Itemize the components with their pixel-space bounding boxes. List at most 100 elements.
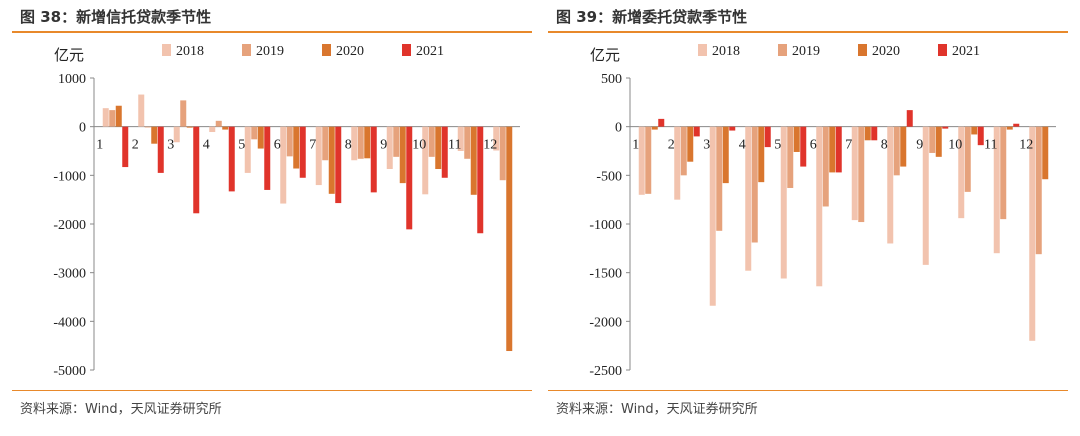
bar-2018-8 bbox=[351, 126, 358, 161]
x-tick-label-1: 1 bbox=[96, 138, 103, 153]
x-tick-label-1: 1 bbox=[632, 138, 639, 153]
bar-2018-7 bbox=[315, 126, 322, 186]
legend-swatch-2020 bbox=[858, 44, 867, 56]
x-tick-label-11: 11 bbox=[984, 138, 997, 153]
y-tick-label: -1500 bbox=[589, 267, 622, 282]
source-divider bbox=[12, 390, 532, 391]
bar-2020-11 bbox=[470, 126, 477, 195]
bar-2018-4 bbox=[209, 126, 216, 133]
legend-swatch-2019 bbox=[242, 44, 251, 56]
figure-title: 图 39：新增委托贷款季节性 bbox=[556, 8, 748, 26]
bar-2020-5 bbox=[257, 126, 264, 149]
bar-2018-8 bbox=[887, 126, 894, 244]
y-tick-label: -4000 bbox=[53, 315, 86, 330]
source-note: 资料来源：Wind，天风证券研究所 bbox=[20, 402, 222, 417]
legend-label-2021: 2021 bbox=[416, 44, 444, 59]
bar-2021-4 bbox=[228, 126, 235, 192]
x-tick-label-5: 5 bbox=[774, 138, 781, 153]
source-note: 资料来源：Wind，天风证券研究所 bbox=[556, 402, 758, 417]
bar-2020-4 bbox=[222, 126, 229, 130]
bar-2019-12 bbox=[499, 126, 506, 181]
bar-2020-8 bbox=[900, 126, 907, 167]
bar-2018-10 bbox=[958, 126, 965, 219]
bar-2019-6 bbox=[286, 126, 293, 157]
bar-2019-9 bbox=[929, 126, 936, 153]
bar-2021-10 bbox=[977, 126, 984, 146]
legend-label-2018: 2018 bbox=[712, 44, 740, 59]
y-tick-label: -2000 bbox=[589, 315, 622, 330]
bar-2019-2 bbox=[680, 126, 687, 176]
legend-swatch-2018 bbox=[698, 44, 707, 56]
figure-title: 图 38：新增信托贷款季节性 bbox=[20, 8, 212, 26]
bar-2019-4 bbox=[215, 120, 222, 127]
bar-2019-5 bbox=[787, 126, 794, 188]
entrusted-loans-chart: 500 0 -500 -1000 -1500 -2000 -2500 亿元 2018 2019 20… bbox=[589, 44, 1056, 379]
bar-2018-6 bbox=[280, 126, 287, 204]
bar-2018-3 bbox=[173, 126, 180, 143]
x-tick-label-4: 4 bbox=[739, 138, 746, 153]
y-unit-label: 亿元 bbox=[590, 46, 620, 64]
chart-panel-trust-loans: 图 38：新增信托贷款季节性 1000 0 -1000 -2000 -3000 -4000… bbox=[12, 0, 532, 436]
bar-2020-10 bbox=[435, 126, 442, 170]
bar-2018-12 bbox=[1029, 126, 1036, 341]
source-divider bbox=[548, 390, 1068, 391]
bar-2019-7 bbox=[858, 126, 865, 223]
bar-2019-1 bbox=[109, 110, 116, 127]
bar-2018-3 bbox=[709, 126, 716, 306]
x-tick-label-11: 11 bbox=[448, 138, 461, 153]
bar-2021-11 bbox=[477, 126, 484, 234]
bar-2019-11 bbox=[1000, 126, 1007, 220]
bar-2019-7 bbox=[322, 126, 329, 161]
bar-2019-5 bbox=[251, 126, 258, 140]
x-tick-label-8: 8 bbox=[881, 138, 888, 153]
bar-2020-10 bbox=[971, 126, 978, 135]
y-tick-label: 1000 bbox=[58, 72, 86, 87]
bar-2021-10 bbox=[441, 126, 448, 178]
bar-2018-1 bbox=[638, 126, 645, 195]
title-divider bbox=[548, 31, 1068, 33]
bar-2021-8 bbox=[906, 110, 913, 127]
bar-2020-12 bbox=[1042, 126, 1049, 180]
bar-2019-10 bbox=[964, 126, 971, 192]
bar-2019-3 bbox=[716, 126, 723, 231]
bar-2018-11 bbox=[457, 126, 464, 151]
bar-2020-3 bbox=[186, 126, 193, 128]
bar-2021-5 bbox=[264, 126, 271, 190]
x-tick-label-6: 6 bbox=[274, 138, 281, 153]
y-tick-label: -1000 bbox=[589, 218, 622, 233]
y-tick-label: 0 bbox=[615, 121, 622, 136]
x-tick-label-10: 10 bbox=[948, 138, 962, 153]
legend-swatch-2021 bbox=[402, 44, 411, 56]
x-tick-label-9: 9 bbox=[380, 138, 387, 153]
bar-2020-6 bbox=[829, 126, 836, 173]
x-tick-label-6: 6 bbox=[810, 138, 817, 153]
bar-2019-11 bbox=[464, 126, 471, 159]
legend-swatch-2019 bbox=[778, 44, 787, 56]
y-tick-label: -500 bbox=[596, 169, 622, 184]
bar-2020-1 bbox=[115, 105, 122, 127]
legend-label-2021: 2021 bbox=[952, 44, 980, 59]
chart-panel-entrusted-loans: 图 39：新增委托贷款季节性 500 0 -500 -1000 -1500 -2000 -2… bbox=[548, 0, 1068, 436]
bar-2018-4 bbox=[745, 126, 752, 271]
bar-2019-12 bbox=[1035, 126, 1042, 255]
bar-2020-9 bbox=[399, 126, 406, 184]
x-tick-label-7: 7 bbox=[309, 138, 316, 153]
bar-2020-6 bbox=[293, 126, 300, 169]
legend-swatch-2018 bbox=[162, 44, 171, 56]
y-tick-label: -2500 bbox=[589, 364, 622, 379]
x-tick-label-12: 12 bbox=[483, 138, 497, 153]
bar-2018-7 bbox=[851, 126, 858, 221]
y-tick-label: -3000 bbox=[53, 267, 86, 282]
y-tick-label: 500 bbox=[601, 72, 622, 87]
bar-2018-6 bbox=[816, 126, 823, 287]
bar-2019-4 bbox=[751, 126, 758, 243]
bar-2021-6 bbox=[299, 126, 306, 178]
x-tick-label-5: 5 bbox=[238, 138, 245, 153]
bar-2021-1 bbox=[122, 126, 129, 168]
x-tick-label-8: 8 bbox=[345, 138, 352, 153]
bar-2020-2 bbox=[687, 126, 694, 162]
bar-2020-11 bbox=[1006, 126, 1013, 130]
x-tick-label-9: 9 bbox=[916, 138, 923, 153]
x-tick-label-7: 7 bbox=[845, 138, 852, 153]
bar-2019-10 bbox=[428, 126, 435, 157]
